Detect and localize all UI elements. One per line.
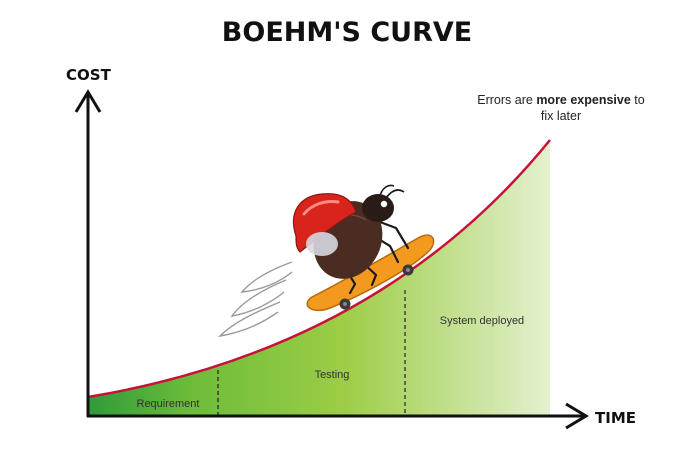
y-axis (74, 89, 102, 417)
x-axis-label: TIME (595, 409, 636, 427)
annotation-line-2: fix later (541, 109, 581, 123)
y-axis-label: COST (66, 66, 112, 84)
ladybug-icon (292, 184, 405, 279)
region-label-testing: Testing (315, 369, 350, 381)
skateboard-icon (306, 234, 435, 312)
ladybug-illustration (217, 184, 435, 338)
annotation-line-1: Errors are more expensive to (477, 93, 644, 107)
x-axis (87, 402, 589, 430)
region-label-system-deployed: System deployed (440, 315, 524, 327)
y-axis-arrow-icon (74, 89, 102, 113)
motion-lines-icon (217, 261, 293, 338)
cost-curve (87, 139, 551, 399)
region-label-requirement: Requirement (137, 398, 200, 410)
diagram-title: BOEHM'S CURVE (222, 17, 472, 48)
x-axis-arrow-icon (565, 402, 589, 430)
